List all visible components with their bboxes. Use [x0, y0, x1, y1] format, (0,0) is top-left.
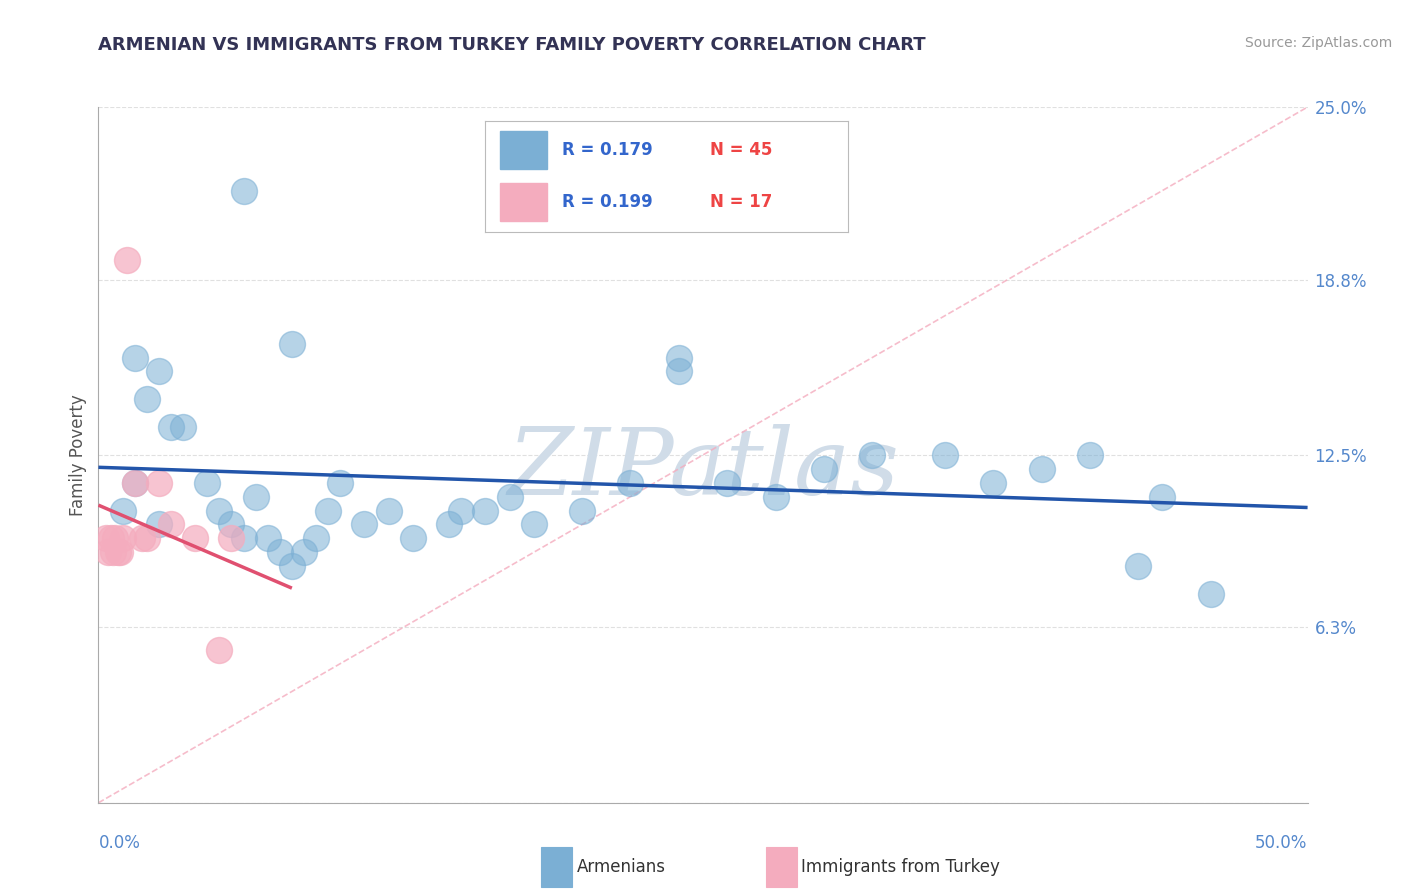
Point	[124, 475, 146, 490]
Point	[221, 532, 243, 546]
Point	[232, 184, 254, 198]
Point	[523, 517, 546, 532]
Point	[377, 503, 399, 517]
Point	[124, 351, 146, 365]
Point	[135, 532, 157, 546]
Point	[172, 420, 194, 434]
Text: ARMENIAN VS IMMIGRANTS FROM TURKEY FAMILY POVERTY CORRELATION CHART: ARMENIAN VS IMMIGRANTS FROM TURKEY FAMIL…	[98, 36, 927, 54]
Point	[160, 517, 183, 532]
Point	[1128, 559, 1150, 574]
Point	[765, 490, 787, 504]
Point	[97, 545, 120, 559]
Point	[148, 364, 170, 378]
Point	[124, 475, 146, 490]
Text: 0.0%: 0.0%	[98, 834, 141, 852]
Point	[668, 351, 690, 365]
Point	[305, 532, 328, 546]
Text: Armenians: Armenians	[576, 858, 665, 876]
Point	[474, 503, 496, 517]
Point	[437, 517, 460, 532]
Point	[292, 545, 315, 559]
Point	[1152, 490, 1174, 504]
Point	[353, 517, 375, 532]
Point	[221, 517, 243, 532]
Point	[111, 503, 134, 517]
Point	[135, 392, 157, 407]
Point	[232, 532, 254, 546]
Point	[208, 503, 231, 517]
Point	[245, 490, 267, 504]
Text: Immigrants from Turkey: Immigrants from Turkey	[801, 858, 1000, 876]
Point	[107, 545, 129, 559]
Point	[934, 448, 956, 462]
Point	[111, 532, 134, 546]
Text: ZIPatlas: ZIPatlas	[508, 424, 898, 514]
Point	[148, 517, 170, 532]
Point	[619, 475, 641, 490]
Point	[101, 545, 124, 559]
Point	[1031, 462, 1053, 476]
Point	[281, 336, 304, 351]
Point	[160, 420, 183, 434]
Point	[195, 475, 218, 490]
Y-axis label: Family Poverty: Family Poverty	[69, 394, 87, 516]
Point	[316, 503, 339, 517]
Point	[184, 532, 207, 546]
Point	[94, 532, 117, 546]
Point	[813, 462, 835, 476]
Point	[860, 448, 883, 462]
Text: Source: ZipAtlas.com: Source: ZipAtlas.com	[1244, 36, 1392, 50]
Point	[402, 532, 425, 546]
Point	[668, 364, 690, 378]
Point	[117, 253, 139, 268]
Point	[981, 475, 1004, 490]
Point	[281, 559, 304, 574]
Point	[1199, 587, 1222, 601]
Point	[100, 532, 122, 546]
Point	[498, 490, 520, 504]
Point	[131, 532, 153, 546]
Point	[256, 532, 278, 546]
Point	[148, 475, 170, 490]
Point	[450, 503, 472, 517]
Text: 50.0%: 50.0%	[1256, 834, 1308, 852]
Point	[108, 545, 131, 559]
Point	[1078, 448, 1101, 462]
Point	[208, 642, 231, 657]
Point	[269, 545, 291, 559]
Point	[329, 475, 352, 490]
Point	[716, 475, 738, 490]
Point	[104, 532, 127, 546]
Point	[571, 503, 593, 517]
